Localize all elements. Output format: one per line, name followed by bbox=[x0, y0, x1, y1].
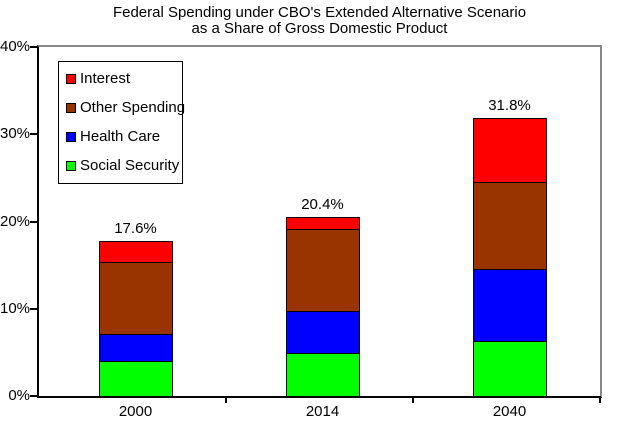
legend-swatch-interest bbox=[66, 74, 76, 85]
y-axis-tick-label: 30% bbox=[0, 125, 31, 143]
bar-segment-interest bbox=[286, 218, 359, 230]
bar-2040 bbox=[472, 117, 547, 397]
bar-segment-social-security bbox=[473, 341, 546, 396]
legend-item-label: Other Spending bbox=[80, 99, 186, 117]
bar-segment-social-security bbox=[99, 361, 172, 396]
bar-segment-health-care bbox=[473, 268, 546, 341]
legend-swatch-other-spending bbox=[66, 103, 76, 114]
y-axis-tick-label: 20% bbox=[0, 212, 31, 230]
legend-item-health-care: Health Care bbox=[59, 127, 182, 145]
bar-segment-health-care bbox=[99, 334, 172, 362]
y-axis-tick-label: 10% bbox=[0, 299, 31, 317]
bar-segment-other-spending bbox=[99, 261, 172, 335]
y-axis-tick bbox=[30, 395, 37, 397]
legend-swatch-social-security bbox=[66, 160, 76, 171]
x-axis-tick bbox=[225, 396, 227, 403]
legend-item-other-spending: Other Spending bbox=[59, 99, 186, 117]
bar-segment-interest bbox=[99, 242, 172, 262]
bar-total-label: 20.4% bbox=[301, 196, 344, 213]
x-axis-tick bbox=[412, 396, 414, 403]
legend-item-interest: Interest bbox=[59, 71, 182, 87]
bar-total-label: 31.8% bbox=[488, 96, 531, 114]
x-axis-category-label: 2014 bbox=[305, 403, 340, 420]
y-axis-tick-label: 40% bbox=[0, 38, 31, 55]
y-axis-tick bbox=[30, 307, 37, 310]
chart-title-line2: as a Share of Gross Domestic Product bbox=[191, 20, 448, 37]
legend-swatch-health-care bbox=[66, 131, 76, 142]
y-axis-tick bbox=[30, 46, 37, 48]
x-axis-tick bbox=[599, 396, 601, 403]
bar-segment-interest bbox=[473, 118, 546, 183]
legend-item-label: Interest bbox=[80, 70, 131, 88]
x-axis-category-label: 2040 bbox=[492, 403, 527, 420]
legend: Interest Other Spending Health Care Social … bbox=[58, 61, 186, 184]
legend-item-social-security: Social Security bbox=[59, 156, 182, 174]
bar-segment-other-spending bbox=[473, 182, 546, 269]
bar-segment-other-spending bbox=[286, 229, 359, 312]
chart-title: Federal Spending under CBO's Extended Al… bbox=[37, 5, 602, 37]
bar-total-label: 17.6% bbox=[114, 220, 157, 238]
x-axis-category-label: 2000 bbox=[118, 403, 153, 420]
y-axis-tick bbox=[30, 133, 37, 136]
legend-item-label: Social Security bbox=[80, 156, 180, 174]
y-axis-tick-label: 0% bbox=[8, 387, 30, 404]
bar-2014 bbox=[285, 217, 360, 397]
bar-2000 bbox=[98, 241, 173, 397]
bar-segment-social-security bbox=[286, 353, 359, 396]
chart-title-line1: Federal Spending under CBO's Extended Al… bbox=[112, 4, 527, 21]
y-axis-tick bbox=[30, 220, 37, 223]
bar-segment-health-care bbox=[286, 311, 359, 354]
legend-item-label: Health Care bbox=[80, 127, 161, 145]
